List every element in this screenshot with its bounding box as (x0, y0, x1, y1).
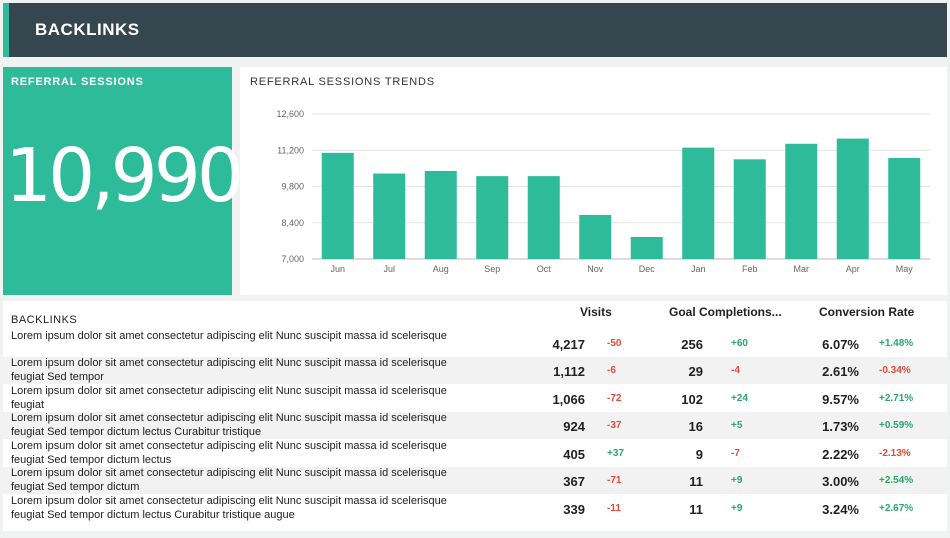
goals-change: -4 (731, 365, 740, 376)
row-description: Lorem ipsum dolor sit amet consectetur a… (11, 385, 447, 411)
table-row[interactable]: Lorem ipsum dolor sit amet consectetur a… (3, 440, 947, 467)
y-tick-label: 12,600 (276, 109, 304, 119)
visits-value: 1,066 (552, 392, 585, 407)
backlinks-table: BACKLINKS Visits Goal Completions... Con… (3, 301, 947, 531)
goals-value: 16 (688, 419, 703, 434)
goal-completions-column-header[interactable]: Goal Completions... (669, 305, 782, 319)
referral-sessions-kpi: REFERRAL SESSIONS 10,990 (3, 67, 244, 295)
visits-value: 367 (563, 474, 585, 489)
x-tick-label: Feb (742, 264, 758, 274)
table-row[interactable]: Lorem ipsum dolor sit amet consectetur a… (3, 467, 947, 494)
bar-jun[interactable] (321, 152, 354, 259)
chart-title: REFERRAL SESSIONS TRENDS (250, 76, 435, 88)
table-row[interactable]: Lorem ipsum dolor sit amet consectetur a… (3, 385, 947, 412)
visits-change: -71 (607, 475, 622, 486)
x-tick-label: Mar (794, 264, 810, 274)
bar-jan[interactable] (682, 147, 715, 259)
goals-change: -7 (731, 448, 740, 459)
x-tick-label: Jul (383, 264, 395, 274)
bar-apr[interactable] (836, 138, 869, 259)
kpi-value: 10,990 (5, 133, 244, 219)
x-tick-label: Jan (691, 264, 706, 274)
x-tick-label: Dec (639, 264, 656, 274)
x-tick-label: Oct (537, 264, 552, 274)
bar-sep[interactable] (476, 176, 509, 259)
conversion-change: +1.48% (879, 338, 914, 349)
conversion-value: 3.00% (822, 474, 859, 489)
goals-value: 102 (681, 392, 703, 407)
y-tick-label: 8,400 (281, 218, 304, 228)
row-description: Lorem ipsum dolor sit amet consectetur a… (11, 357, 447, 383)
conversion-change: +2.67% (879, 503, 914, 514)
x-tick-label: Jun (330, 264, 345, 274)
conversion-value: 2.22% (822, 447, 859, 462)
row-description: Lorem ipsum dolor sit amet consectetur a… (11, 330, 447, 342)
bar-chart: 12,600 11,200 9,800 8,400 7,000 Jun Jul Aug Sep O… (276, 109, 930, 274)
goals-value: 256 (681, 337, 703, 352)
visits-change: +37 (607, 448, 624, 459)
x-tick-label: May (896, 264, 914, 274)
table-row[interactable]: Lorem ipsum dolor sit amet consectetur a… (3, 495, 947, 522)
visits-change: -6 (607, 365, 616, 376)
y-tick-label: 7,000 (281, 254, 304, 264)
visits-column-header[interactable]: Visits (580, 305, 612, 319)
visits-value: 339 (563, 502, 585, 517)
visits-value: 4,217 (552, 337, 585, 352)
bar-may[interactable] (888, 158, 921, 259)
conversion-value: 9.57% (822, 392, 859, 407)
goals-value: 11 (689, 502, 703, 517)
x-tick-label: Sep (484, 264, 500, 274)
conversion-change: -0.34% (879, 365, 911, 376)
visits-change: -72 (607, 393, 622, 404)
row-description: Lorem ipsum dolor sit amet consectetur a… (11, 495, 447, 521)
visits-change: -50 (607, 338, 622, 349)
visits-value: 405 (563, 447, 585, 462)
goals-value: 9 (695, 447, 703, 462)
bar-mar[interactable] (785, 143, 818, 259)
goals-value: 11 (689, 474, 703, 489)
goals-change: +5 (731, 420, 743, 431)
referral-sessions-trends-chart: REFERRAL SESSIONS TRENDS 12,600 11,200 9,8… (240, 67, 947, 295)
bar-dec[interactable] (630, 236, 663, 259)
conversion-change: +2.71% (879, 393, 914, 404)
goals-change: +9 (731, 503, 743, 514)
conversion-change: +0.59% (879, 420, 914, 431)
dashboard-header: BACKLINKS (3, 3, 947, 57)
bar-aug[interactable] (424, 170, 457, 259)
visits-value: 1,112 (553, 364, 585, 379)
goals-value: 29 (688, 364, 703, 379)
kpi-label: REFERRAL SESSIONS (11, 76, 144, 88)
conversion-change: -2.13% (879, 448, 911, 459)
bar-nov[interactable] (579, 214, 612, 259)
visits-change: -11 (607, 503, 621, 514)
conversion-value: 1.73% (822, 419, 859, 434)
row-description: Lorem ipsum dolor sit amet consectetur a… (11, 467, 447, 493)
conversion-rate-column-header[interactable]: Conversion Rate (819, 305, 915, 319)
table-row[interactable]: Lorem ipsum dolor sit amet consectetur a… (3, 412, 947, 439)
page-title: BACKLINKS (35, 20, 140, 39)
conversion-value: 2.61% (822, 364, 859, 379)
visits-change: -37 (607, 420, 622, 431)
visits-value: 924 (563, 419, 585, 434)
goals-change: +24 (731, 393, 748, 404)
x-tick-label: Apr (846, 264, 860, 274)
header-accent-bar (3, 3, 9, 57)
table-row[interactable]: Lorem ipsum dolor sit amet consectetur a… (3, 357, 947, 384)
x-tick-label: Nov (587, 264, 604, 274)
goals-change: +9 (731, 475, 743, 486)
row-description: Lorem ipsum dolor sit amet consectetur a… (11, 440, 447, 466)
y-tick-label: 9,800 (281, 182, 304, 192)
bar-oct[interactable] (527, 176, 560, 259)
bar-feb[interactable] (733, 159, 766, 259)
table-title: BACKLINKS (11, 314, 78, 326)
y-tick-label: 11,200 (277, 145, 304, 155)
goals-change: +60 (731, 338, 748, 349)
bar-jul[interactable] (373, 173, 406, 259)
x-tick-label: Aug (433, 264, 449, 274)
row-description: Lorem ipsum dolor sit amet consectetur a… (11, 412, 447, 438)
conversion-value: 3.24% (822, 502, 859, 517)
table-row[interactable]: Lorem ipsum dolor sit amet consectetur a… (3, 330, 947, 357)
conversion-value: 6.07% (822, 337, 859, 352)
conversion-change: +2.54% (879, 475, 914, 486)
